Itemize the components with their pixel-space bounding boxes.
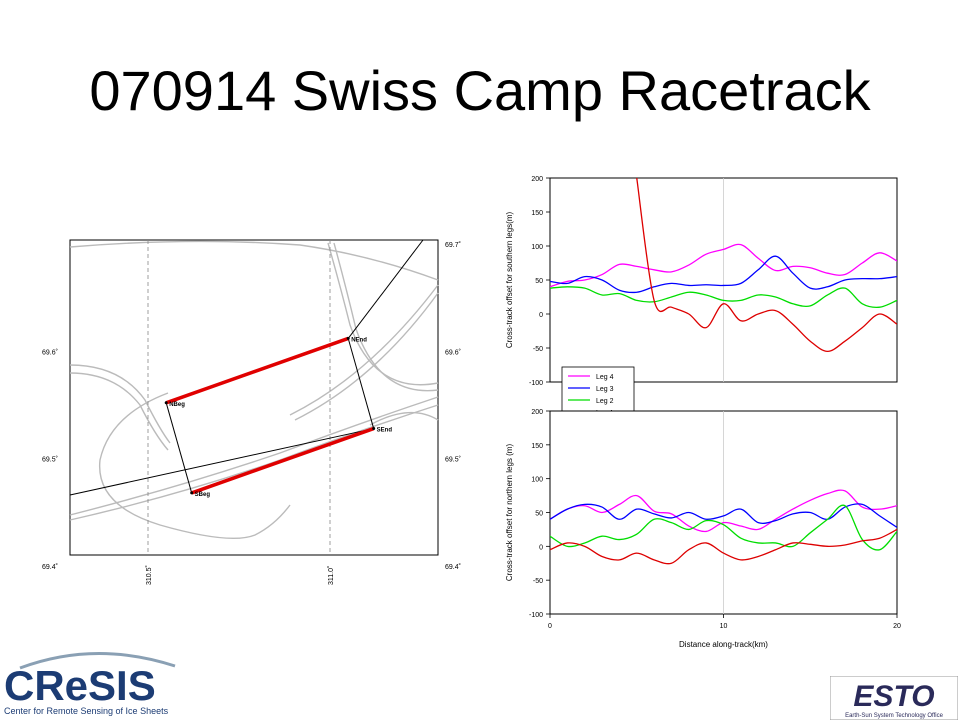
plot-series-group <box>550 178 897 353</box>
y-tick-label: 0 <box>539 312 543 319</box>
map-track-north-leg <box>165 336 349 405</box>
map-contour-line-9 <box>294 292 439 421</box>
y-tick-label: 50 <box>535 278 543 285</box>
y-tick-label: 150 <box>531 443 543 450</box>
y-tick-label: 100 <box>531 477 543 484</box>
map-turn-line-east <box>347 338 375 429</box>
map-contour-line-1 <box>69 364 171 444</box>
map-turn-line-west <box>165 402 193 494</box>
series-line-leg-4 <box>550 243 897 288</box>
series-line-leg-3 <box>550 255 897 294</box>
map-waypoint-marker <box>346 336 350 340</box>
map-lat-tick-label-right: 69.4˚ <box>445 563 461 571</box>
cresis-tagline: Center for Remote Sensing of Ice Sheets <box>4 706 169 716</box>
map-lat-tick-label-right: 69.6˚ <box>445 348 461 356</box>
map-waypoint-label: NBeg <box>169 402 185 408</box>
map-lat-tick-label-right: 69.7˚ <box>445 241 461 249</box>
y-tick-label: 100 <box>531 244 543 251</box>
map-contour-line-5 <box>69 396 439 516</box>
y-tick-label: 150 <box>531 210 543 217</box>
map-contour-line-0 <box>69 240 439 281</box>
map-lat-tick-label-left: 69.5˚ <box>42 456 58 464</box>
cresis-logo-text: CReSIS <box>4 662 156 709</box>
map-waypoint-marker <box>372 427 376 431</box>
map-waypoint-label: NEnd <box>351 337 367 343</box>
series-line-leg-1 <box>636 178 897 353</box>
y-tick-label: 200 <box>531 409 543 416</box>
x-tick-label: 20 <box>893 623 901 630</box>
map-contour-line-6 <box>327 242 439 386</box>
map-contour-line-8 <box>289 284 439 416</box>
map-contour-line-7 <box>333 242 439 392</box>
map-lon-tick-label: 311.0˚ <box>327 566 335 585</box>
map-transit-line-south <box>69 428 374 496</box>
cresis-logo: CReSIS Center for Remote Sensing of Ice … <box>4 652 176 716</box>
offset-plot-southern: -100 -50 0 50 100 150 200 Cross-track offset fo… <box>505 176 898 426</box>
page-title: 070914 Swiss Camp Racetrack <box>89 59 871 122</box>
map-transit-line-north <box>347 239 424 339</box>
y-tick-label: -100 <box>529 612 543 619</box>
map-lon-tick-label: 310.5˚ <box>145 565 153 585</box>
x-axis-label: Distance along-track(km) <box>679 640 768 649</box>
legend-label: Leg 2 <box>596 398 614 405</box>
y-axis-label: Cross-track offset for northern legs (m) <box>505 444 514 582</box>
esto-logo: ESTO Earth-Sun System Technology Office <box>830 676 958 720</box>
y-tick-label: -50 <box>533 578 543 585</box>
map-contour-line-2 <box>69 372 169 451</box>
map-lat-tick-label-left: 69.4˚ <box>42 563 58 571</box>
map-frame <box>69 239 439 556</box>
x-tick-label: 0 <box>548 623 552 630</box>
x-tick-label: 10 <box>720 623 728 630</box>
series-line-leg-2 <box>550 286 897 309</box>
flight-track-map: 310.5˚ 311.0˚ 69.7˚ 69.6˚ 69.6˚ 69.5˚ 69.5˚ 69.… <box>42 239 461 585</box>
map-lat-tick-label-left: 69.6˚ <box>42 348 58 356</box>
map-contour-line-3 <box>98 392 291 539</box>
y-tick-label: -100 <box>529 380 543 387</box>
esto-logo-text: ESTO <box>853 680 934 713</box>
y-tick-label: 50 <box>535 511 543 518</box>
legend-label: Leg 4 <box>596 374 614 381</box>
legend-label: Leg 3 <box>596 386 614 393</box>
map-lat-tick-label-right: 69.5˚ <box>445 456 461 464</box>
map-track-south-leg <box>191 426 375 495</box>
map-waypoint-marker <box>190 491 194 495</box>
y-tick-label: 0 <box>539 544 543 551</box>
y-axis-label: Cross-track offset for southern legs(m) <box>505 211 514 348</box>
plot-series-group <box>550 489 897 565</box>
series-line-leg-2 <box>550 504 897 551</box>
map-waypoint-marker <box>164 401 168 405</box>
y-tick-label: -50 <box>533 346 543 353</box>
map-waypoint-label: SEnd <box>377 428 393 434</box>
series-line-leg-3 <box>550 503 897 528</box>
map-waypoint-label: SBeg <box>195 492 211 498</box>
esto-tagline: Earth-Sun System Technology Office <box>845 713 943 719</box>
y-tick-label: 200 <box>531 176 543 183</box>
map-contour-line-10 <box>369 411 439 426</box>
series-line-leg-1 <box>550 528 897 565</box>
